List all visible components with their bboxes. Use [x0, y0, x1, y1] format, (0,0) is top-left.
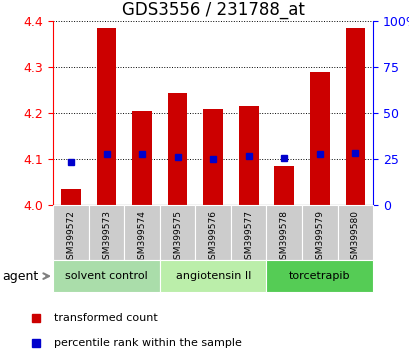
Bar — [337, 205, 372, 260]
Text: agent: agent — [2, 270, 38, 282]
Bar — [230, 205, 266, 260]
Text: GSM399572: GSM399572 — [66, 210, 75, 264]
Bar — [266, 260, 372, 292]
Text: percentile rank within the sample: percentile rank within the sample — [54, 338, 242, 348]
Text: transformed count: transformed count — [54, 313, 158, 323]
Bar — [160, 260, 266, 292]
Text: GSM399573: GSM399573 — [102, 210, 111, 265]
Text: GSM399580: GSM399580 — [350, 210, 359, 265]
Text: GSM399577: GSM399577 — [244, 210, 253, 265]
Bar — [266, 205, 301, 260]
Text: GSM399574: GSM399574 — [137, 210, 146, 264]
Bar — [53, 205, 89, 260]
Bar — [195, 205, 230, 260]
Bar — [97, 28, 116, 205]
Text: GSM399576: GSM399576 — [208, 210, 217, 265]
Text: angiotensin II: angiotensin II — [175, 271, 250, 281]
Bar — [132, 111, 151, 205]
Bar — [345, 28, 364, 205]
Text: torcetrapib: torcetrapib — [288, 271, 350, 281]
Bar — [309, 72, 329, 205]
Bar — [274, 166, 293, 205]
Text: GSM399578: GSM399578 — [279, 210, 288, 265]
Bar — [238, 107, 258, 205]
Text: GSM399575: GSM399575 — [173, 210, 182, 265]
Bar — [61, 189, 81, 205]
Text: solvent control: solvent control — [65, 271, 148, 281]
Bar — [301, 205, 337, 260]
Bar — [124, 205, 160, 260]
Text: GSM399579: GSM399579 — [315, 210, 324, 265]
Bar — [53, 260, 160, 292]
Bar — [160, 205, 195, 260]
Bar — [89, 205, 124, 260]
Bar — [168, 93, 187, 205]
Title: GDS3556 / 231788_at: GDS3556 / 231788_at — [121, 1, 304, 18]
Bar — [203, 109, 222, 205]
